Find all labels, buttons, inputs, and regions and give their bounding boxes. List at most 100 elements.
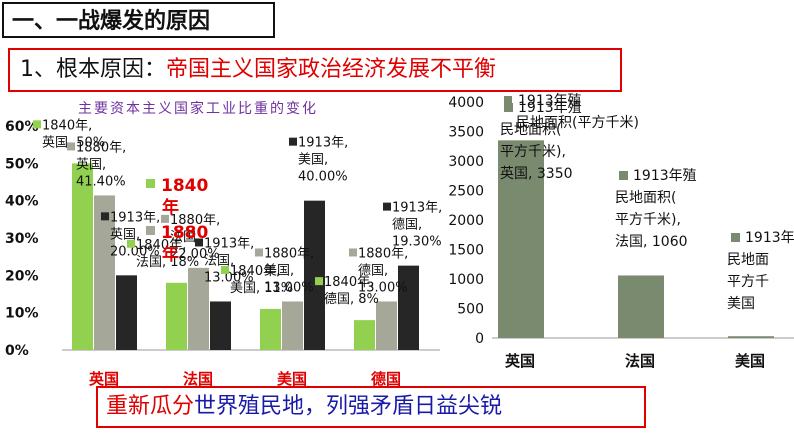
bar: [188, 267, 209, 350]
label-marker: [221, 265, 229, 274]
data-label: 民地面: [727, 252, 769, 268]
data-label: 1880年,: [358, 246, 408, 261]
data-label: 13.00%: [264, 280, 314, 295]
data-label: 1913年,: [204, 236, 254, 251]
y-tick-label: 1000: [448, 272, 484, 288]
category-label: 美国: [277, 370, 307, 387]
data-label: 1840年,: [230, 264, 280, 279]
bar: [166, 282, 187, 350]
label-marker: [619, 171, 628, 180]
bar: [116, 275, 137, 350]
data-label: 英国,: [76, 157, 106, 172]
category-label: 美国: [735, 352, 765, 370]
bar: [728, 336, 774, 338]
y-tick-label: 4000: [448, 95, 484, 111]
label-marker: [195, 238, 203, 247]
data-label: 1913年殖: [518, 99, 582, 116]
data-label: 22.00%: [170, 247, 220, 262]
data-label: 20.00%: [110, 244, 160, 259]
section-title: 一、一战爆发的原因: [2, 2, 275, 38]
category-label: 德国: [371, 370, 401, 387]
data-label: 美国, 11%: [230, 281, 293, 296]
conclusion-highlight: 重新瓜分: [106, 394, 195, 419]
highlight-label: 1840: [161, 176, 208, 196]
bar: [618, 275, 664, 338]
label-marker: [383, 202, 391, 211]
y-tick-label: 10%: [5, 306, 39, 322]
highlight-label: 年: [162, 244, 179, 265]
bar: [398, 265, 419, 350]
legend-label: 民地面积(平方千米): [516, 115, 639, 131]
data-label: 德国,: [358, 263, 388, 278]
data-label: 平方千米),: [615, 212, 681, 228]
highlight-label: 1880: [161, 223, 208, 243]
bar: [376, 301, 397, 350]
data-label: 1913年: [745, 230, 794, 246]
bar: [260, 308, 281, 350]
chart-title: 主要资本主义国家工业比重的变化: [78, 100, 318, 117]
y-tick-label: 3000: [448, 154, 484, 170]
data-label: 1840年,: [136, 238, 186, 253]
label-marker: [67, 142, 75, 151]
y-tick-label: 0%: [5, 343, 29, 359]
data-label: 英国, 3350: [500, 165, 573, 182]
bar: [354, 320, 375, 350]
data-label: 41.40%: [76, 174, 126, 189]
bar: [304, 200, 325, 350]
data-label: 法国, 1060: [615, 234, 688, 250]
legend-marker: [504, 96, 512, 104]
y-tick-label: 500: [457, 302, 484, 318]
y-tick-label: 0: [475, 331, 484, 347]
bar: [210, 301, 231, 350]
root-cause-text: 帝国主义国家政治经济发展不平衡: [166, 57, 497, 82]
y-tick-label: 30%: [5, 231, 39, 247]
data-label: 1913年殖: [633, 167, 697, 184]
data-label: 法国,: [204, 253, 234, 268]
data-label: 1880年,: [264, 246, 314, 261]
root-cause-label: 1、根本原因：: [20, 57, 166, 82]
conclusion-text: 世界殖民地，列强矛盾日益尖锐: [194, 394, 503, 419]
label-marker: [127, 239, 135, 248]
label-marker: [731, 233, 740, 242]
data-label: 德国, 8%: [324, 292, 379, 307]
data-label: 1913年,: [392, 201, 442, 216]
label-marker: [33, 120, 41, 129]
bar: [498, 140, 544, 338]
label-marker: [101, 212, 109, 221]
data-label: 民地面积(: [615, 190, 676, 206]
label-marker: [289, 137, 297, 146]
y-tick-label: 20%: [5, 268, 39, 284]
data-label: 法国,: [170, 230, 200, 245]
label-marker: [161, 214, 169, 223]
data-label: 1840年,: [42, 118, 92, 133]
category-label: 法国: [625, 352, 655, 370]
y-tick-label: 50%: [5, 156, 39, 172]
bar: [72, 163, 93, 350]
category-label: 法国: [183, 370, 213, 387]
y-tick-label: 40%: [5, 194, 39, 210]
bar: [94, 195, 115, 350]
data-label: 1913年,: [110, 210, 160, 225]
industry-share-chart: 主要资本主义国家工业比重的变化 0% 10% 20% 30% 40% 50% 60% 英国 法…: [5, 100, 442, 387]
data-label: 1913年,: [298, 136, 348, 151]
label-marker: [146, 226, 155, 235]
data-label: 1880年,: [170, 213, 220, 228]
label-marker: [255, 248, 263, 257]
data-label: 13.00%: [358, 280, 408, 295]
legend-label: 1913年殖: [518, 92, 582, 109]
y-tick-label: 2500: [448, 184, 484, 200]
data-label: 13.00%: [204, 270, 254, 285]
label-marker: [349, 248, 357, 257]
data-label: 1840年,: [324, 275, 374, 290]
bar: [282, 301, 303, 350]
data-label: 美国,: [264, 263, 294, 278]
y-tick-label: 3500: [448, 125, 484, 141]
category-label: 英国: [505, 352, 535, 370]
highlight-label: 年: [162, 197, 179, 218]
data-label: 平方千米),: [500, 144, 566, 160]
data-label: 19.30%: [392, 235, 442, 250]
data-label: 美国: [727, 296, 755, 312]
data-label: 1880年,: [76, 140, 126, 155]
y-tick-label: 2000: [448, 213, 484, 229]
